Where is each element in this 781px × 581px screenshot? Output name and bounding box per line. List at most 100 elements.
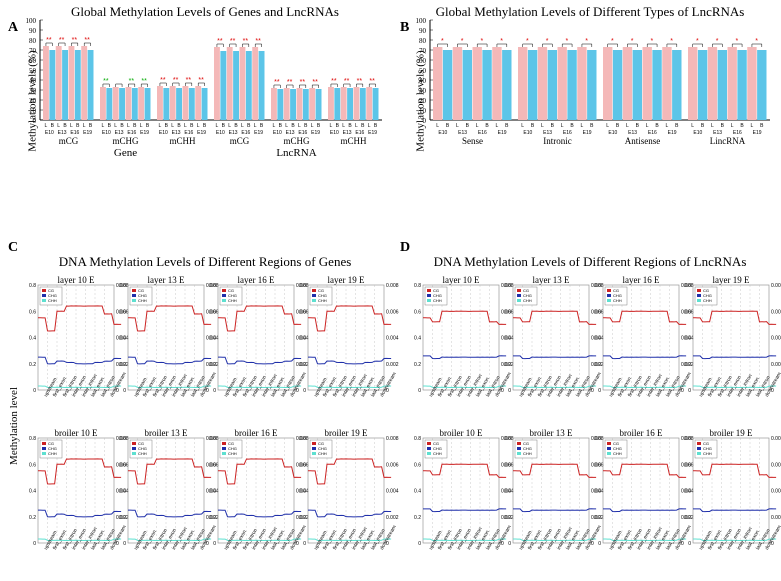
- svg-text:B: B: [165, 123, 169, 129]
- svg-text:**: **: [287, 79, 293, 86]
- svg-text:E19: E19: [197, 130, 206, 136]
- svg-text:0.006: 0.006: [771, 462, 781, 468]
- svg-text:CHH: CHH: [613, 451, 622, 456]
- panel-c-grid: layer 10 E00.20.40.60.800.0020.0040.0060…: [30, 275, 390, 575]
- panel-b-chart: 0102030405060708090100*LBE10*LBE13*LBE16…: [430, 20, 770, 160]
- svg-text:0.6: 0.6: [29, 309, 36, 315]
- svg-text:0.004: 0.004: [386, 336, 399, 342]
- svg-text:0.6: 0.6: [414, 309, 421, 315]
- svg-text:E19: E19: [254, 130, 263, 136]
- svg-text:0.6: 0.6: [684, 462, 691, 468]
- svg-text:*: *: [696, 38, 699, 45]
- svg-text:0.004: 0.004: [386, 489, 399, 495]
- svg-text:L: L: [355, 123, 358, 129]
- panel-d-grid: layer 10 E00.20.40.60.800.0020.0040.0060…: [415, 275, 775, 575]
- svg-text:0.006: 0.006: [386, 462, 399, 468]
- svg-text:0.4: 0.4: [504, 336, 511, 342]
- svg-text:*: *: [716, 38, 719, 45]
- svg-text:0.2: 0.2: [119, 515, 126, 521]
- svg-text:E10: E10: [693, 130, 702, 136]
- svg-text:0.8: 0.8: [119, 436, 126, 442]
- svg-text:B: B: [63, 123, 67, 129]
- svg-text:L: L: [159, 123, 162, 129]
- svg-text:L: L: [496, 123, 499, 129]
- svg-text:0: 0: [213, 388, 216, 394]
- svg-text:CHH: CHH: [433, 451, 442, 456]
- svg-text:**: **: [243, 38, 249, 45]
- svg-text:B: B: [740, 123, 744, 129]
- svg-text:10: 10: [29, 107, 37, 115]
- svg-text:CHH: CHH: [523, 298, 532, 303]
- svg-text:0: 0: [418, 388, 421, 394]
- svg-text:B: B: [655, 123, 659, 129]
- svg-text:B: B: [234, 123, 238, 129]
- svg-text:L: L: [541, 123, 544, 129]
- svg-text:*: *: [546, 38, 549, 45]
- panel-c-ylabel: Methylation level: [8, 387, 20, 465]
- svg-text:*: *: [461, 38, 464, 45]
- svg-text:0.4: 0.4: [414, 336, 421, 342]
- svg-text:E10: E10: [102, 130, 111, 136]
- svg-text:0.4: 0.4: [299, 489, 306, 495]
- svg-text:L: L: [114, 123, 117, 129]
- svg-text:0.2: 0.2: [594, 362, 601, 368]
- svg-text:B: B: [76, 123, 80, 129]
- svg-text:0.2: 0.2: [299, 515, 306, 521]
- svg-text:60: 60: [29, 57, 37, 65]
- svg-text:L: L: [298, 123, 301, 129]
- svg-text:*: *: [755, 38, 758, 45]
- svg-text:E10: E10: [523, 130, 532, 136]
- svg-text:L: L: [691, 123, 694, 129]
- svg-text:0.2: 0.2: [414, 362, 421, 368]
- svg-text:CHH: CHH: [318, 451, 327, 456]
- svg-text:Gene: Gene: [114, 147, 137, 159]
- svg-text:100: 100: [26, 17, 37, 25]
- svg-text:0.8: 0.8: [299, 436, 306, 442]
- svg-text:L: L: [57, 123, 60, 129]
- svg-text:B: B: [590, 123, 594, 129]
- svg-text:30: 30: [419, 87, 427, 95]
- svg-text:0.2: 0.2: [209, 362, 216, 368]
- svg-text:80: 80: [29, 37, 37, 45]
- svg-text:L: L: [45, 123, 48, 129]
- panel-b-label: B: [400, 20, 409, 36]
- svg-text:0.004: 0.004: [771, 489, 781, 495]
- svg-text:**: **: [312, 79, 318, 86]
- svg-text:0.4: 0.4: [684, 336, 691, 342]
- svg-text:**: **: [141, 78, 147, 85]
- svg-text:**: **: [274, 79, 280, 86]
- svg-text:mCHH: mCHH: [340, 136, 367, 146]
- svg-text:0.2: 0.2: [504, 515, 511, 521]
- svg-text:0.2: 0.2: [119, 362, 126, 368]
- svg-text:**: **: [46, 37, 52, 44]
- svg-text:L: L: [581, 123, 584, 129]
- svg-text:40: 40: [29, 77, 37, 85]
- svg-text:90: 90: [29, 27, 37, 35]
- svg-text:0.008: 0.008: [771, 436, 781, 442]
- svg-text:B: B: [636, 123, 640, 129]
- svg-text:0.008: 0.008: [386, 283, 399, 289]
- svg-text:0: 0: [688, 541, 691, 547]
- svg-text:L: L: [197, 123, 200, 129]
- svg-text:L: L: [368, 123, 371, 129]
- svg-text:B: B: [760, 123, 764, 129]
- svg-text:mCG: mCG: [230, 136, 250, 146]
- svg-text:0.002: 0.002: [386, 515, 399, 521]
- svg-text:L: L: [751, 123, 754, 129]
- svg-text:0.4: 0.4: [29, 336, 36, 342]
- panel-a-chart: 0102030405060708090100**LBE10**LBE13**LB…: [40, 20, 382, 160]
- svg-text:50: 50: [29, 67, 37, 75]
- svg-text:E19: E19: [668, 130, 677, 136]
- svg-text:0.8: 0.8: [504, 283, 511, 289]
- svg-text:CHH: CHH: [703, 451, 712, 456]
- svg-text:Intronic: Intronic: [543, 136, 572, 146]
- svg-text:0.6: 0.6: [209, 309, 216, 315]
- svg-text:E10: E10: [438, 130, 447, 136]
- svg-text:0.4: 0.4: [119, 489, 126, 495]
- svg-text:0.2: 0.2: [209, 515, 216, 521]
- panel-c-title: DNA Methylation Levels of Different Regi…: [20, 254, 390, 270]
- svg-text:L: L: [311, 123, 314, 129]
- svg-text:**: **: [173, 77, 179, 84]
- svg-text:80: 80: [419, 37, 427, 45]
- svg-text:0.8: 0.8: [504, 436, 511, 442]
